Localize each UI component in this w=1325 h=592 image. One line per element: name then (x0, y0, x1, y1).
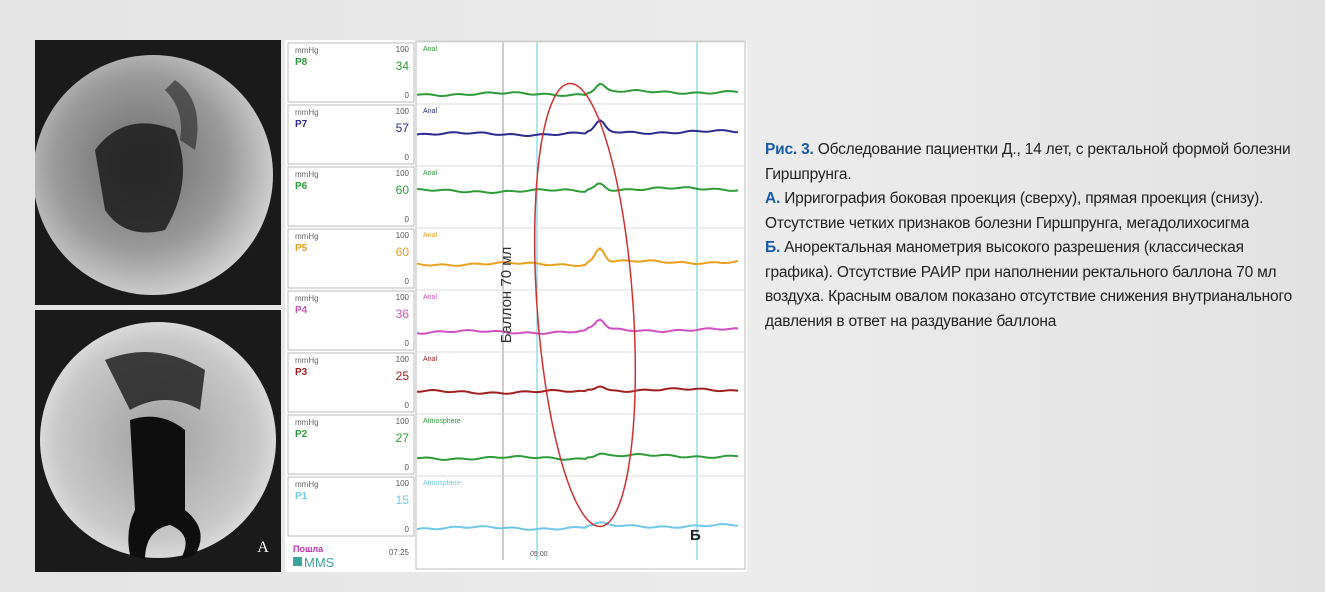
red-oval (522, 80, 649, 530)
trace (417, 120, 738, 136)
channel-value: 60 (396, 245, 410, 259)
time-axis: 05:00 (530, 551, 548, 558)
site: Atmosphere (423, 418, 461, 425)
xray-images: А (35, 40, 281, 572)
caption: Рис. 3. Обследование пациентки Д., 14 ле… (765, 138, 1315, 334)
marker-label: Пошла (293, 544, 324, 554)
channel-name: P3 (295, 367, 308, 378)
scale-min: 0 (405, 525, 410, 534)
scale-max: 100 (396, 293, 410, 302)
channel-name: P5 (295, 243, 308, 254)
unit: mmHg (295, 356, 319, 365)
scale-max: 100 (396, 231, 410, 240)
caption-intro: Рис. 3. Обследование пациентки Д., 14 ле… (765, 138, 1315, 187)
channel-value: 57 (396, 121, 410, 135)
logo: MMS (304, 555, 335, 570)
channel-name: P6 (295, 181, 308, 192)
site: Anal (423, 294, 437, 301)
panel-label: Б (690, 527, 701, 544)
channel-value: 36 (396, 307, 410, 321)
channel-name: P4 (295, 305, 308, 316)
site: Anal (423, 46, 437, 53)
scale-min: 0 (405, 215, 410, 224)
channel-value: 25 (396, 369, 410, 383)
scale-max: 100 (396, 417, 410, 426)
channel-name: P2 (295, 429, 308, 440)
channel-value: 34 (396, 59, 410, 73)
caption-title: Рис. 3. (765, 141, 814, 158)
scale-max: 100 (396, 479, 410, 488)
caption-item: А. Ирригография боковая проекция (сверху… (765, 187, 1315, 236)
plot-frame (416, 41, 745, 569)
logo-icon (293, 557, 302, 566)
unit: mmHg (295, 418, 319, 427)
manometry: mmHg P8 100 34 0 Anal mmHg P7 100 57 0 Anal mmHg P6 10… (285, 40, 747, 572)
trace (417, 320, 738, 334)
caption-label: Б. (765, 239, 780, 256)
balloon-label: Баллон 70 мл (498, 247, 515, 344)
unit: mmHg (295, 170, 319, 179)
caption-text: Аноректальная манометрия высокого разреш… (765, 239, 1292, 330)
trace (417, 454, 738, 460)
site: Anal (423, 232, 437, 239)
scale-min: 0 (405, 277, 410, 286)
channel-name: P1 (295, 491, 308, 502)
unit: mmHg (295, 46, 319, 55)
trace (417, 386, 738, 393)
channel-value: 15 (396, 493, 410, 507)
site: Anal (423, 356, 437, 363)
panel-label: А (257, 539, 269, 556)
scale-min: 0 (405, 153, 410, 162)
scale-min: 0 (405, 401, 410, 410)
channel-name: P8 (295, 57, 308, 68)
site: Anal (423, 108, 437, 115)
caption-text: Ирригография боковая проекция (сверху), … (765, 190, 1263, 232)
unit: mmHg (295, 294, 319, 303)
unit: mmHg (295, 232, 319, 241)
trace (417, 183, 738, 193)
scale-min: 0 (405, 463, 410, 472)
caption-label: А. (765, 190, 780, 207)
scale-max: 100 (396, 107, 410, 116)
scale-max: 100 (396, 169, 410, 178)
scale-max: 100 (396, 355, 410, 364)
site: Atmosphere (423, 480, 461, 487)
caption-text: Обследование пациентки Д., 14 лет, с рек… (765, 141, 1290, 183)
channel-value: 27 (396, 431, 410, 445)
page: А mmHg P8 100 34 0 Anal mmHg P7 100 57 0 Anal mmHg P6… (0, 0, 1325, 592)
scale-min: 0 (405, 339, 410, 348)
site: Anal (423, 170, 437, 177)
scale-max: 100 (396, 45, 410, 54)
scale-min: 0 (405, 91, 410, 100)
time-left: 07:25 (389, 548, 410, 557)
unit: mmHg (295, 480, 319, 489)
channel-value: 60 (396, 183, 410, 197)
trace (417, 248, 738, 266)
unit: mmHg (295, 108, 319, 117)
channel-name: P7 (295, 119, 308, 130)
caption-item: Б. Аноректальная манометрия высокого раз… (765, 236, 1315, 334)
